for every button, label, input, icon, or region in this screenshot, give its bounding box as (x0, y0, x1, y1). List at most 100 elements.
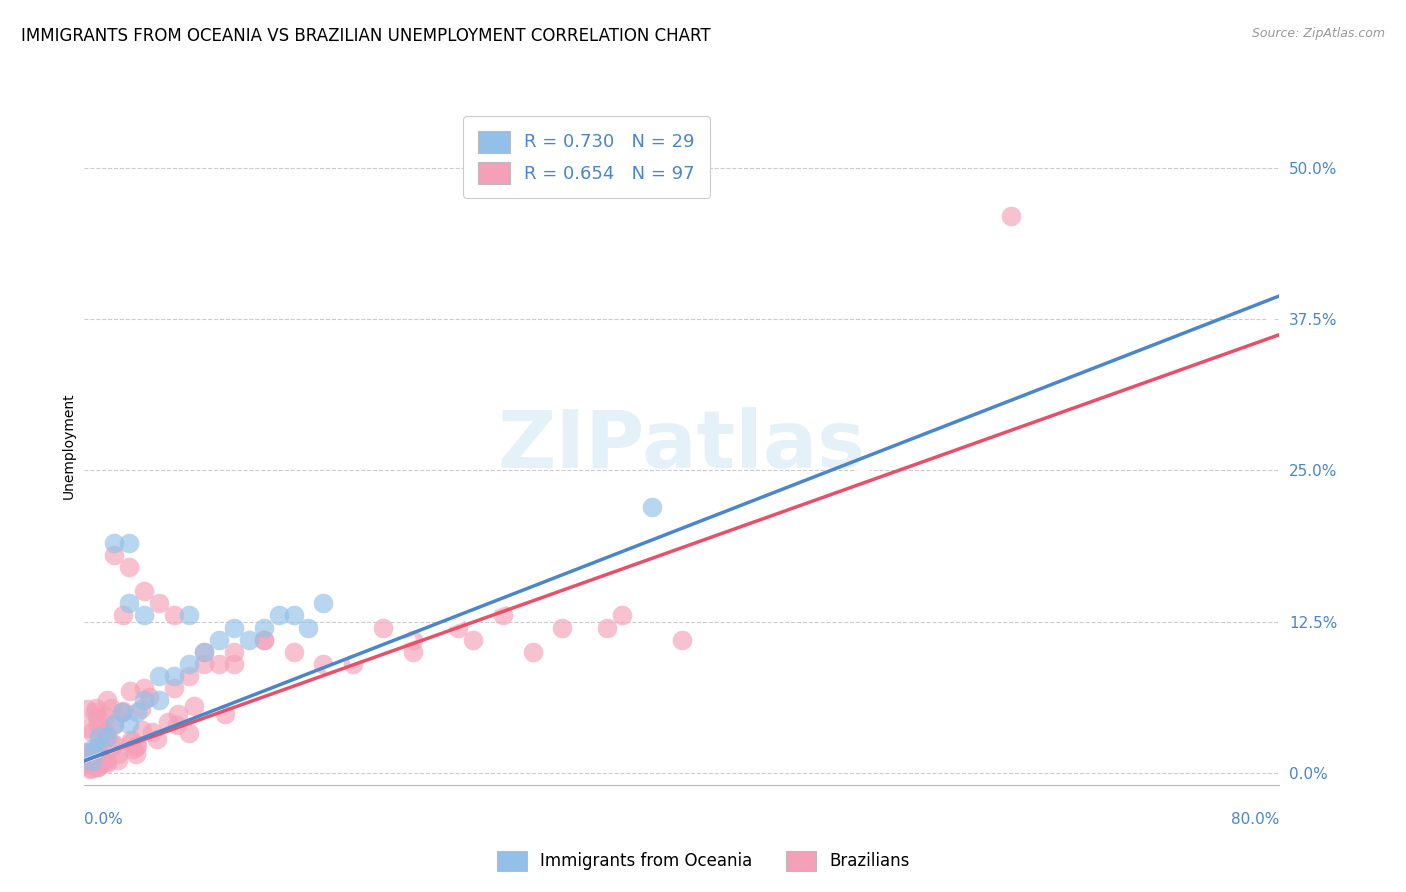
Point (89, 755, 111, 769)
Point (214, 707, 236, 722)
Point (118, 684, 141, 698)
Point (641, 500, 664, 514)
Point (177, 669, 200, 683)
Point (84, 700, 107, 714)
Point (89, 730, 111, 744)
Point (118, 560, 141, 574)
Point (94, 709, 117, 723)
Point (122, 741, 145, 756)
Point (90, 728, 112, 742)
Point (79, 761, 101, 775)
Point (193, 645, 215, 659)
Point (120, 736, 142, 750)
Point (87, 752, 110, 766)
Point (125, 706, 148, 720)
Point (131, 723, 153, 737)
Point (208, 632, 231, 647)
Point (163, 681, 186, 695)
Point (75, 754, 97, 768)
Point (103, 536, 125, 550)
Point (76, 721, 98, 735)
Point (402, 645, 425, 659)
Point (94, 755, 117, 769)
Point (84, 705, 107, 719)
Point (80, 754, 103, 768)
Point (76, 758, 98, 772)
Legend: R = 0.730   N = 29, R = 0.654   N = 97: R = 0.730 N = 29, R = 0.654 N = 97 (463, 116, 710, 198)
Point (166, 718, 188, 732)
Point (163, 669, 186, 683)
Point (141, 725, 163, 739)
Point (461, 632, 484, 647)
Point (492, 608, 515, 623)
Text: Source: ZipAtlas.com: Source: ZipAtlas.com (1251, 27, 1385, 40)
Point (671, 632, 693, 647)
Point (138, 690, 160, 704)
Text: IMMIGRANTS FROM OCEANIA VS BRAZILIAN UNEMPLOYMENT CORRELATION CHART: IMMIGRANTS FROM OCEANIA VS BRAZILIAN UNE… (21, 27, 710, 45)
Point (402, 632, 425, 647)
Point (103, 717, 125, 731)
Point (103, 548, 125, 562)
Point (283, 645, 305, 659)
Point (132, 584, 156, 599)
Point (132, 693, 156, 707)
Point (148, 693, 170, 707)
Point (76, 702, 98, 716)
Point (177, 608, 200, 623)
Point (107, 747, 129, 761)
Point (157, 714, 180, 729)
Point (96, 693, 118, 707)
Point (86, 710, 108, 724)
Point (111, 704, 134, 718)
Point (80, 745, 103, 759)
Point (118, 536, 141, 550)
Point (131, 702, 153, 716)
Point (84, 755, 107, 769)
Point (111, 706, 134, 720)
Point (94, 724, 117, 739)
Point (84, 744, 107, 758)
Text: 80.0%: 80.0% (1232, 812, 1279, 827)
Point (551, 621, 574, 635)
Point (80, 741, 103, 756)
Point (283, 608, 305, 623)
Point (111, 608, 134, 623)
Point (179, 726, 201, 740)
Point (146, 731, 169, 746)
Point (193, 645, 215, 659)
Point (87, 717, 110, 731)
Point (177, 657, 200, 671)
Point (94, 729, 117, 743)
Point (222, 645, 245, 659)
Point (91, 754, 114, 768)
Point (132, 681, 156, 695)
Point (103, 738, 125, 752)
Point (132, 608, 156, 623)
Point (183, 699, 205, 714)
Point (107, 753, 129, 767)
Point (75, 754, 97, 768)
Point (447, 621, 470, 635)
Point (79, 750, 101, 764)
Point (125, 747, 148, 761)
Point (103, 737, 125, 751)
Point (96, 730, 118, 744)
Text: 0.0%: 0.0% (84, 812, 124, 827)
Point (222, 621, 245, 635)
Point (222, 657, 245, 671)
Point (125, 739, 148, 753)
Point (120, 733, 142, 747)
Point (193, 657, 215, 671)
Legend: Immigrants from Oceania, Brazilians: Immigrants from Oceania, Brazilians (488, 842, 918, 880)
Point (373, 621, 395, 635)
Point (1000, 209, 1022, 223)
Point (148, 669, 170, 683)
Point (612, 608, 634, 623)
Point (79, 754, 101, 768)
Point (253, 632, 276, 647)
Point (87, 760, 110, 774)
Point (86, 741, 108, 756)
Point (208, 657, 231, 671)
Point (125, 739, 148, 754)
Point (253, 632, 276, 647)
